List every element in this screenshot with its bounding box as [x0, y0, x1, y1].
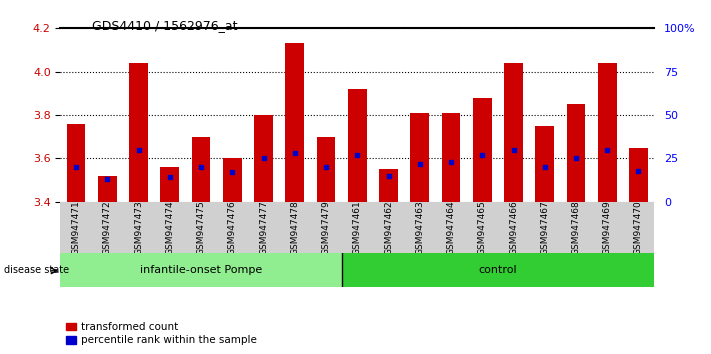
Bar [473, 98, 491, 202]
Bar [435, 202, 466, 253]
Text: GSM947468: GSM947468 [572, 200, 580, 255]
Bar [129, 63, 148, 202]
Bar [623, 202, 654, 253]
Bar [560, 202, 592, 253]
Text: GSM947465: GSM947465 [478, 200, 487, 255]
Bar [285, 44, 304, 202]
Bar [466, 202, 498, 253]
Bar [223, 158, 242, 202]
Bar [504, 63, 523, 202]
Text: GSM947469: GSM947469 [603, 200, 611, 255]
Legend: transformed count, percentile rank within the sample: transformed count, percentile rank withi… [65, 322, 257, 345]
Text: GSM947476: GSM947476 [228, 200, 237, 255]
Bar [373, 202, 404, 253]
Bar [92, 202, 123, 253]
Bar [629, 148, 648, 202]
Text: GDS4410 / 1562976_at: GDS4410 / 1562976_at [92, 19, 238, 33]
Bar [254, 115, 273, 202]
Bar [592, 202, 623, 253]
Bar [67, 124, 85, 202]
Bar [98, 176, 117, 202]
Text: GSM947475: GSM947475 [196, 200, 205, 255]
Text: GSM947462: GSM947462 [384, 200, 393, 255]
Bar [442, 113, 461, 202]
Text: GSM947464: GSM947464 [447, 200, 456, 255]
Bar [342, 202, 373, 253]
Bar [529, 202, 560, 253]
Text: GSM947478: GSM947478 [290, 200, 299, 255]
Text: GSM947479: GSM947479 [321, 200, 331, 255]
Text: GSM947470: GSM947470 [634, 200, 643, 255]
Bar [161, 167, 179, 202]
Text: GSM947473: GSM947473 [134, 200, 143, 255]
Bar [123, 202, 154, 253]
Bar [410, 113, 429, 202]
Text: GSM947461: GSM947461 [353, 200, 362, 255]
Bar [404, 202, 435, 253]
Bar [154, 202, 186, 253]
Bar [535, 126, 554, 202]
Text: GSM947477: GSM947477 [259, 200, 268, 255]
Bar [498, 202, 529, 253]
Text: GSM947463: GSM947463 [415, 200, 424, 255]
Bar [342, 253, 654, 287]
Text: infantile-onset Pompe: infantile-onset Pompe [140, 265, 262, 275]
Bar [567, 104, 585, 202]
Text: GSM947467: GSM947467 [540, 200, 550, 255]
Bar [311, 202, 342, 253]
Text: disease state: disease state [4, 265, 69, 275]
Text: GSM947466: GSM947466 [509, 200, 518, 255]
Bar [279, 202, 311, 253]
Text: control: control [479, 265, 517, 275]
Bar [60, 253, 342, 287]
Text: GSM947472: GSM947472 [103, 200, 112, 255]
Bar [348, 89, 367, 202]
Bar [316, 137, 336, 202]
Text: GSM947474: GSM947474 [165, 200, 174, 255]
Text: GSM947471: GSM947471 [72, 200, 80, 255]
Bar [248, 202, 279, 253]
Bar [598, 63, 616, 202]
Bar [217, 202, 248, 253]
Bar [379, 169, 398, 202]
Bar [60, 202, 92, 253]
Bar [192, 137, 210, 202]
Bar [186, 202, 217, 253]
